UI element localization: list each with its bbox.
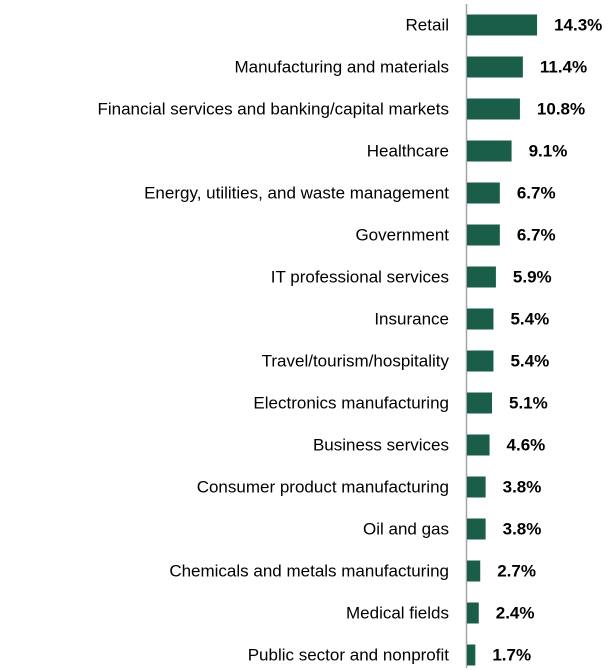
bar <box>467 518 486 540</box>
category-label: Electronics manufacturing <box>253 394 449 413</box>
bar <box>467 560 481 582</box>
category-label: Manufacturing and materials <box>234 58 449 77</box>
category-label: IT professional services <box>271 268 449 287</box>
category-label: Oil and gas <box>363 520 449 539</box>
category-labels-group: Retail Manufacturing and materials Financi… <box>97 16 449 665</box>
category-label: Consumer product manufacturing <box>197 478 449 497</box>
bar <box>467 266 496 288</box>
value-label: 5.4% <box>510 310 549 329</box>
bar <box>467 434 490 456</box>
category-label: Retail <box>406 16 449 35</box>
value-label: 2.4% <box>496 604 535 623</box>
bar <box>467 182 500 204</box>
value-label: 3.8% <box>503 478 542 497</box>
bar <box>467 224 500 246</box>
value-label: 6.7% <box>517 184 556 203</box>
value-label: 9.1% <box>529 142 568 161</box>
value-label: 14.3% <box>554 16 602 35</box>
value-label: 5.4% <box>510 352 549 371</box>
bar <box>467 644 476 666</box>
category-label: Medical fields <box>346 604 449 623</box>
bar <box>467 308 494 330</box>
bar <box>467 14 538 36</box>
value-label: 2.7% <box>497 562 536 581</box>
value-label: 5.9% <box>513 268 552 287</box>
value-label: 4.6% <box>507 436 546 455</box>
category-label: Public sector and nonprofit <box>248 646 450 665</box>
value-labels-group: 14.3% 11.4% 10.8% 9.1% 6.7% 6.7% 5.9% 5.4% 5.4% 5… <box>492 16 602 665</box>
bar <box>467 602 479 624</box>
bar <box>467 392 492 414</box>
category-label: Chemicals and metals manufacturing <box>169 562 449 581</box>
bar <box>467 140 512 162</box>
value-label: 6.7% <box>517 226 556 245</box>
category-label: Government <box>355 226 449 245</box>
category-label: Healthcare <box>367 142 449 161</box>
bar <box>467 98 520 120</box>
value-label: 3.8% <box>503 520 542 539</box>
bars-group <box>467 14 538 666</box>
category-label: Financial services and banking/capital m… <box>97 100 449 119</box>
category-label: Travel/tourism/hospitality <box>262 352 450 371</box>
value-label: 11.4% <box>540 58 587 77</box>
bar <box>467 476 486 498</box>
category-label: Insurance <box>374 310 449 329</box>
bar <box>467 56 523 78</box>
category-label: Energy, utilities, and waste management <box>144 184 449 203</box>
value-label: 10.8% <box>537 100 585 119</box>
bar <box>467 350 494 372</box>
value-label: 5.1% <box>509 394 548 413</box>
category-label: Business services <box>313 436 449 455</box>
value-label: 1.7% <box>492 646 531 665</box>
